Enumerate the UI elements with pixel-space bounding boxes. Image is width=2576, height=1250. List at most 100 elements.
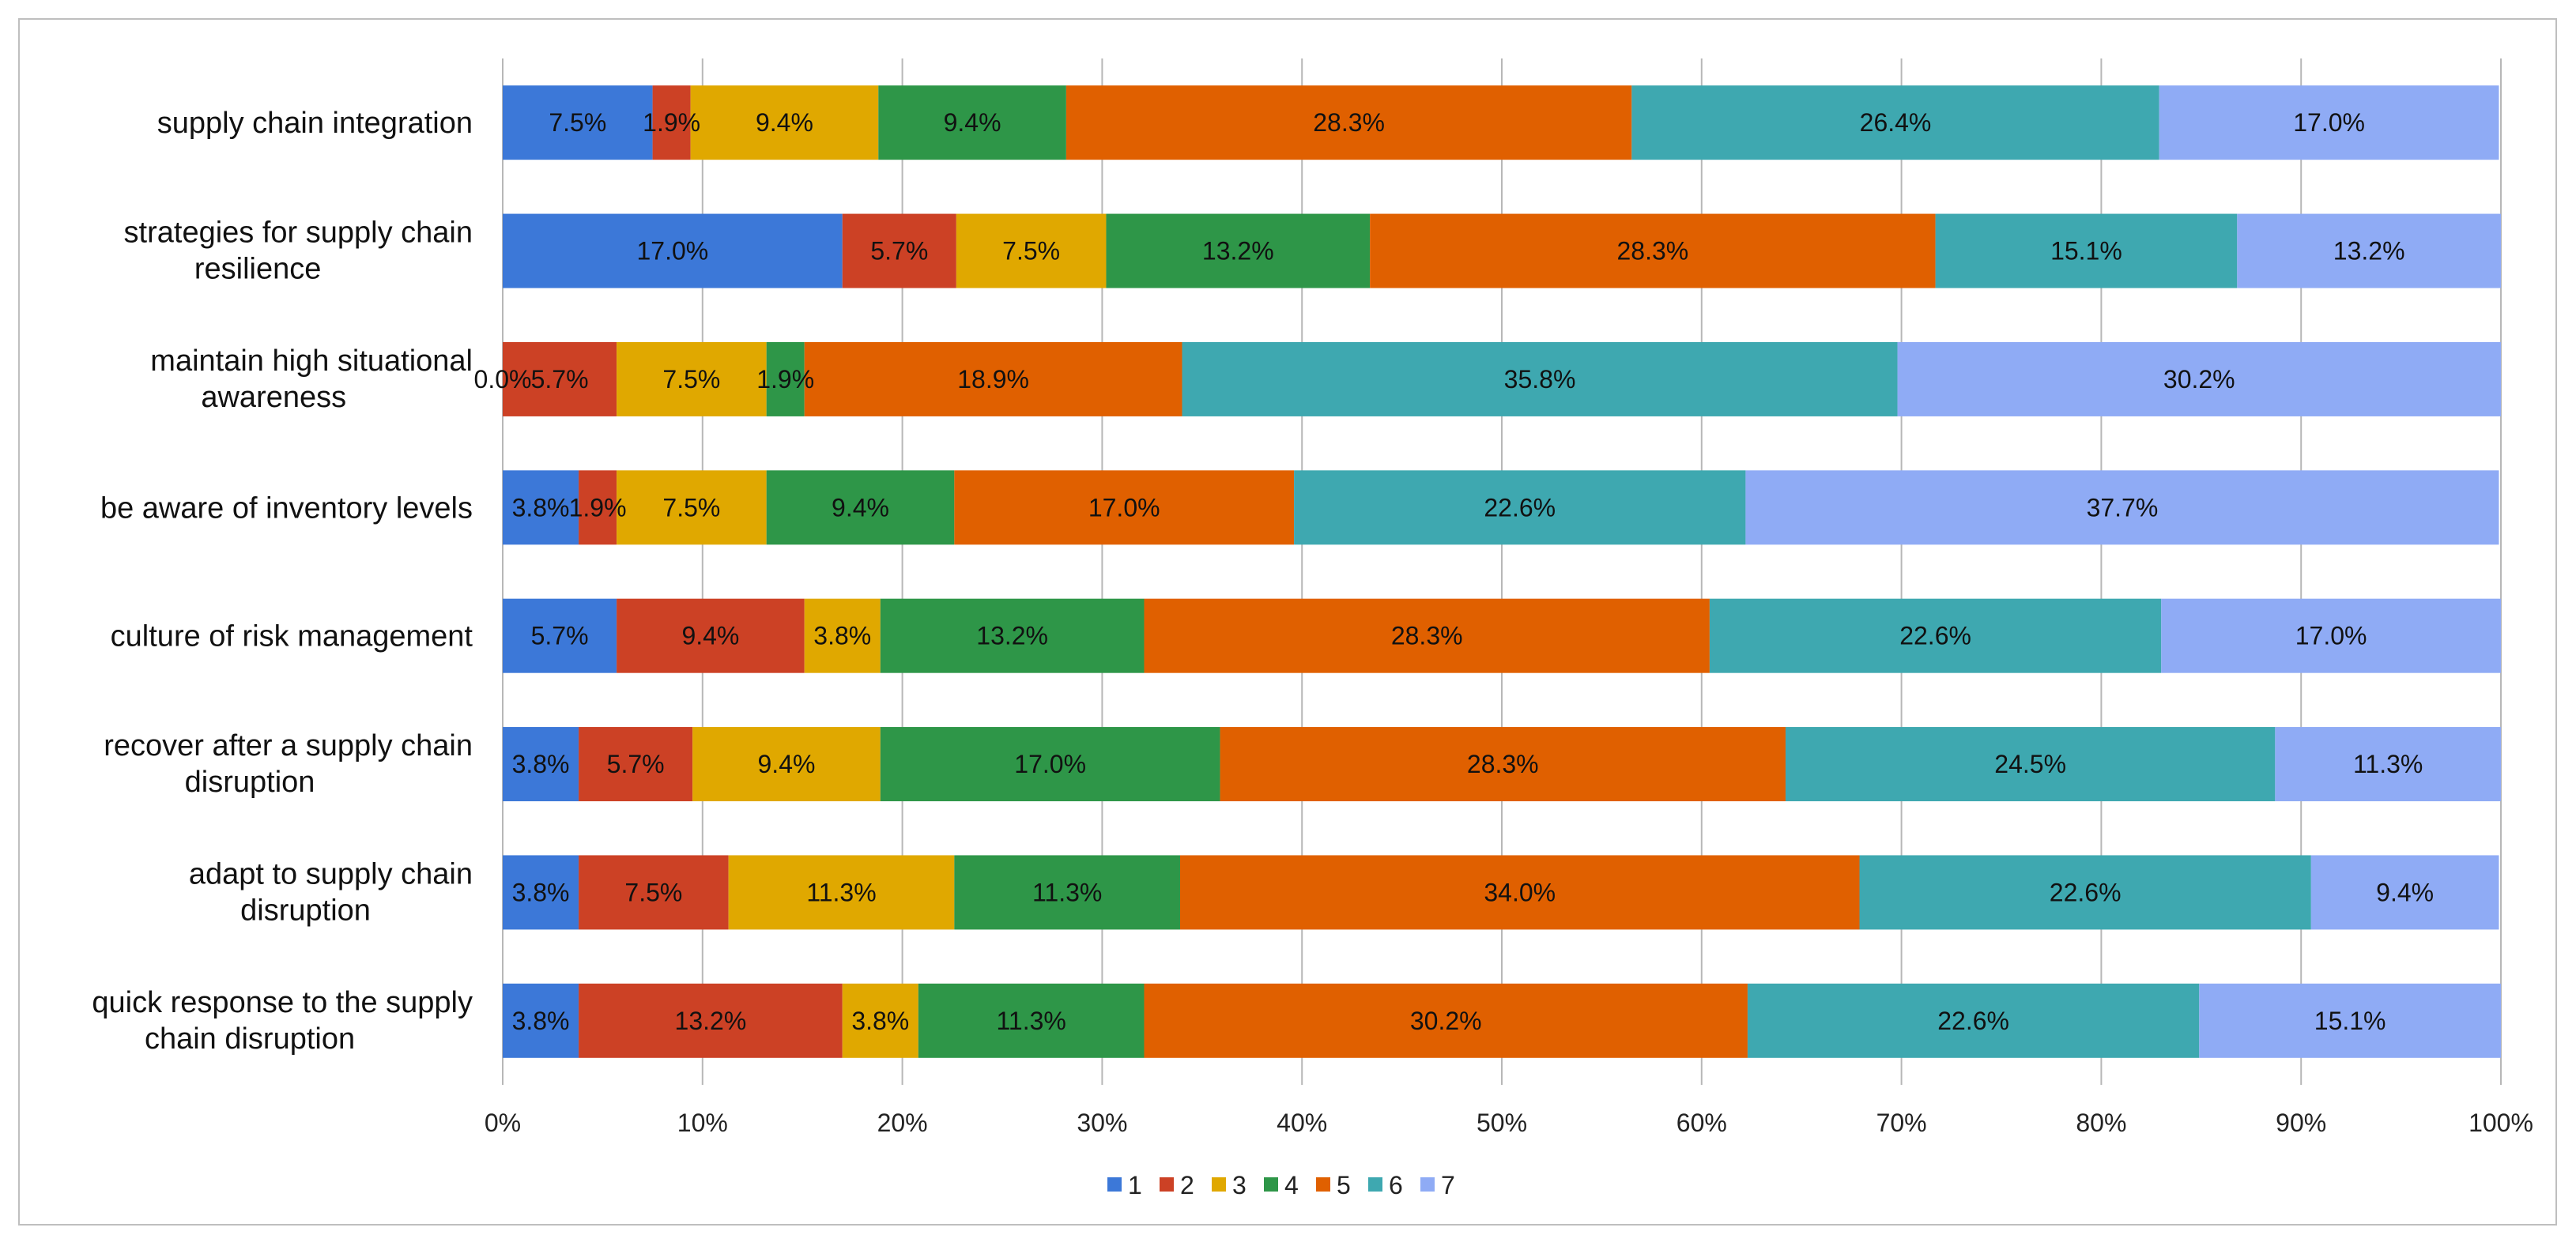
bar-segment[interactable] [1182,341,1898,416]
bar-segment[interactable] [1065,85,1632,160]
legend-swatch[interactable] [1316,1177,1330,1192]
x-tick-label: 50% [1477,1109,1527,1137]
bar-segment[interactable] [1709,598,2162,673]
data-label: 13.2% [976,622,1048,650]
bar-segment[interactable] [503,85,653,160]
bar-segment[interactable] [1859,855,2311,930]
data-label: 3.8% [512,878,570,906]
bar-segment[interactable] [1144,598,1710,673]
data-label: 0.0% [474,365,532,393]
bar-segment[interactable] [2159,85,2499,160]
legend-swatch[interactable] [1160,1177,1174,1192]
data-label: 9.4% [2376,878,2434,906]
bar-segment[interactable] [579,983,843,1058]
bar-segment[interactable] [1370,213,1936,288]
data-label: 22.6% [1899,622,1971,650]
x-tick-label: 70% [1876,1109,1927,1137]
data-label: 9.4% [758,750,816,778]
category-label: strategies for supply chain resilience [124,216,473,286]
bar-segment[interactable] [503,213,843,288]
bar-segment[interactable] [617,470,767,545]
data-label: 3.8% [851,1007,909,1035]
data-label: 17.0% [637,237,709,265]
bar-segment[interactable] [1785,727,2276,802]
data-label: 5.7% [870,237,928,265]
bar-segment[interactable] [2237,213,2501,288]
bar-segment[interactable] [728,855,955,930]
bar-segment[interactable] [2275,727,2501,802]
legend[interactable]: 1 2 3 4 5 6 7 [1107,1171,1455,1199]
legend-swatch[interactable] [1264,1177,1278,1192]
legend-label[interactable]: 4 [1284,1171,1299,1199]
bar-segment[interactable] [804,598,881,673]
bar-segment[interactable] [652,85,691,160]
bar-segment[interactable] [579,470,617,545]
legend-label[interactable]: 6 [1389,1171,1403,1199]
bar-segment[interactable] [503,341,617,416]
bar-segment[interactable] [954,470,1295,545]
bar-segment[interactable] [1179,855,1860,930]
data-label: 9.4% [681,622,739,650]
bar-segment[interactable] [2199,983,2501,1058]
bar-segment[interactable] [880,598,1145,673]
bar-segment[interactable] [690,85,879,160]
bar-segment[interactable] [766,470,955,545]
data-label: 7.5% [624,878,682,906]
data-label: 9.4% [756,108,813,137]
legend-label[interactable]: 3 [1232,1171,1247,1199]
bar-segment[interactable] [579,855,729,930]
bar-segment[interactable] [1897,341,2501,416]
bar-segment[interactable] [804,341,1182,416]
bar-segment[interactable] [918,983,1145,1058]
bar-segment[interactable] [878,85,1066,160]
data-label: 17.0% [2293,108,2365,137]
bar-segment[interactable] [503,598,617,673]
legend-swatch[interactable] [1368,1177,1382,1192]
data-label: 5.7% [531,365,589,393]
legend-swatch[interactable] [1212,1177,1226,1192]
bar-segment[interactable] [503,855,579,930]
bar-segment[interactable] [2310,855,2499,930]
data-label: 30.2% [2163,365,2235,393]
data-label: 15.1% [2050,237,2122,265]
bar-segment[interactable] [503,983,579,1058]
bar-segment[interactable] [1745,470,2499,545]
data-label: 7.5% [1002,237,1060,265]
data-label: 28.3% [1616,237,1688,265]
bar-segment[interactable] [842,213,956,288]
bar-segment[interactable] [1631,85,2159,160]
x-tick-label: 80% [2076,1109,2126,1137]
bar-segment[interactable] [1220,727,1786,802]
data-label: 11.3% [2353,750,2423,778]
bar-segment[interactable] [766,341,805,416]
bar-segment[interactable] [1106,213,1371,288]
bar-segment[interactable] [956,213,1107,288]
legend-swatch[interactable] [1420,1177,1435,1192]
bar-segment[interactable] [692,727,881,802]
bar-segment[interactable] [503,727,579,802]
bar-segment[interactable] [1294,470,1746,545]
bar-segment[interactable] [617,598,805,673]
data-label: 22.6% [1937,1007,2009,1035]
bar-segment[interactable] [1935,213,2238,288]
bar-segment[interactable] [880,727,1220,802]
legend-label[interactable]: 2 [1180,1171,1194,1199]
data-label: 7.5% [662,493,720,521]
bar-segment[interactable] [954,855,1180,930]
bar-segment[interactable] [617,341,767,416]
bar-segment[interactable] [842,983,918,1058]
bar-segment[interactable] [1747,983,2200,1058]
bar-segment[interactable] [579,727,693,802]
legend-label[interactable]: 1 [1128,1171,1142,1199]
bar-segment[interactable] [2161,598,2501,673]
bar-segment[interactable] [1144,983,1748,1058]
category-label: supply chain integration [157,107,473,140]
legend-swatch[interactable] [1107,1177,1122,1192]
legend-label[interactable]: 5 [1337,1171,1351,1199]
data-label: 28.3% [1313,108,1385,137]
category-label: quick response to the supply chain disrup… [92,986,473,1056]
data-label: 37.7% [2087,493,2159,521]
bar-segment[interactable] [503,470,579,545]
legend-label[interactable]: 7 [1441,1171,1455,1199]
x-tick-label: 20% [877,1109,928,1137]
